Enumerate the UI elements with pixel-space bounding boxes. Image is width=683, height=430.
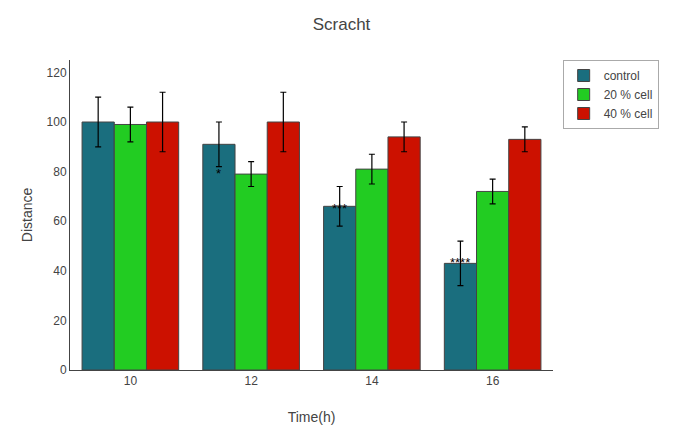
- svg-text:10: 10: [124, 374, 138, 388]
- svg-text:80: 80: [53, 165, 67, 179]
- svg-text:60: 60: [53, 214, 67, 228]
- svg-text:120: 120: [47, 66, 67, 80]
- svg-text:14: 14: [365, 374, 379, 388]
- svg-text:0: 0: [60, 363, 67, 377]
- svg-text:****: ****: [450, 255, 470, 270]
- svg-text:Scracht: Scracht: [313, 15, 371, 34]
- svg-text:40: 40: [53, 264, 67, 278]
- svg-text:*: *: [216, 166, 221, 181]
- svg-text:Distance: Distance: [19, 188, 35, 243]
- svg-text:40 % cell: 40 % cell: [604, 107, 653, 121]
- svg-text:20: 20: [53, 314, 67, 328]
- svg-text:12: 12: [244, 374, 258, 388]
- svg-text:20 % cell: 20 % cell: [604, 88, 653, 102]
- svg-text:***: ***: [332, 201, 347, 216]
- svg-text:16: 16: [486, 374, 500, 388]
- svg-text:Time(h): Time(h): [288, 409, 336, 425]
- svg-text:100: 100: [47, 115, 67, 129]
- svg-text:control: control: [604, 69, 640, 83]
